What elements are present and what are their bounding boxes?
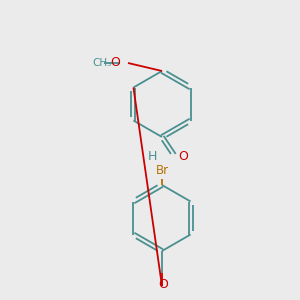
Text: O: O — [178, 151, 188, 164]
Text: Br: Br — [155, 164, 169, 177]
Text: CH₃: CH₃ — [92, 58, 111, 68]
Text: H: H — [147, 151, 157, 164]
Text: O: O — [110, 56, 120, 70]
Text: O: O — [158, 278, 168, 292]
